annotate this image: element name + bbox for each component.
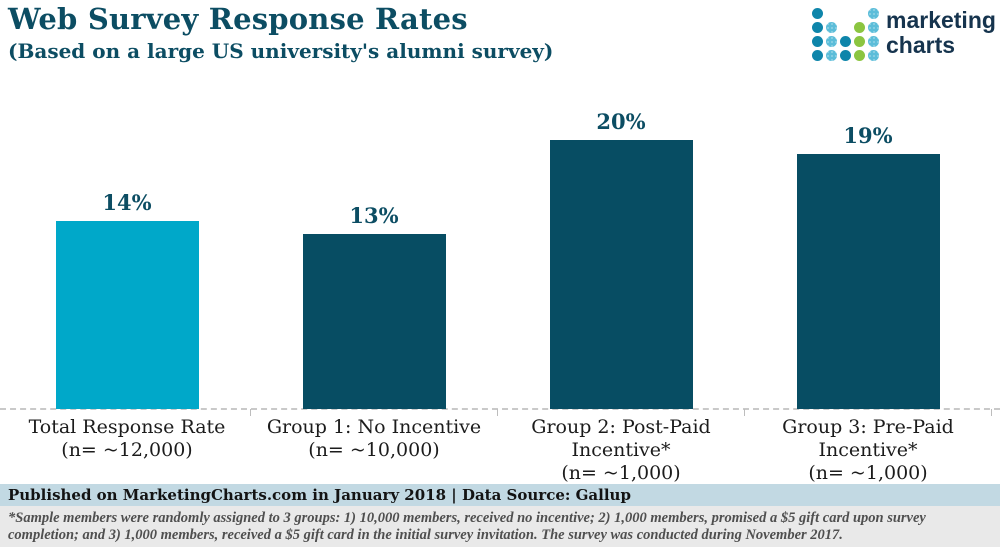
footnote-band: *Sample members were randomly assigned t… <box>0 506 1000 547</box>
footnote-text: *Sample members were randomly assigned t… <box>8 510 926 543</box>
category-label: Group 2: Post-Paid Incentive* (n= ~1,000) <box>496 416 746 485</box>
category-label-line1: Total Response Rate <box>28 416 226 438</box>
logo-word-charts: charts <box>886 32 956 58</box>
bar-value-label: 13% <box>349 203 399 228</box>
logo-dot <box>854 36 865 47</box>
category-label-line2: (n= ~12,000) <box>61 439 193 461</box>
logo-dot <box>868 22 879 33</box>
bar <box>55 221 199 409</box>
category-label-line1: Group 2: Post-Paid Incentive* <box>531 416 711 461</box>
logo-dot <box>812 8 823 19</box>
page-title: Web Survey Response Rates <box>8 2 468 36</box>
marketingcharts-logo: marketing charts <box>812 6 996 62</box>
logo-dot <box>826 50 837 61</box>
published-text: Published on MarketingCharts.com in Janu… <box>8 486 631 504</box>
bar-value-label: 20% <box>596 109 646 134</box>
logo-wordmark: marketing charts <box>886 8 996 58</box>
x-axis-baseline <box>0 408 1000 410</box>
logo-dot <box>812 50 823 61</box>
logo-dot <box>854 22 865 33</box>
category-label-line2: (n= ~1,000) <box>808 462 928 484</box>
bar <box>549 140 693 409</box>
logo-dot <box>868 50 879 61</box>
logo-dot <box>812 22 823 33</box>
logo-dot <box>868 8 879 19</box>
logo-dot <box>840 36 851 47</box>
bar-chart: 14% Total Response Rate (n= ~12,000) 13% Gro… <box>0 109 1000 484</box>
bar <box>302 234 446 409</box>
axis-tick <box>744 409 745 416</box>
category-label: Group 1: No Incentive (n= ~10,000) <box>249 416 499 462</box>
logo-dot <box>840 50 851 61</box>
logo-dots-icon <box>812 8 882 62</box>
bar-value-label: 19% <box>843 123 893 148</box>
axis-tick <box>250 409 251 416</box>
category-label: Group 3: Pre-Paid Incentive* (n= ~1,000) <box>743 416 993 485</box>
category-label-line1: Group 3: Pre-Paid Incentive* <box>782 416 954 461</box>
logo-dot <box>868 36 879 47</box>
category-label: Total Response Rate (n= ~12,000) <box>2 416 252 462</box>
category-label-line2: (n= ~1,000) <box>561 462 681 484</box>
category-label-line1: Group 1: No Incentive <box>266 416 482 438</box>
published-band: Published on MarketingCharts.com in Janu… <box>0 484 1000 506</box>
page-subtitle: (Based on a large US university's alumni… <box>8 39 554 63</box>
axis-tick <box>497 409 498 416</box>
bar <box>796 154 940 409</box>
logo-word-marketing: marketing <box>886 7 996 33</box>
logo-dot <box>854 50 865 61</box>
axis-tick <box>991 409 992 416</box>
bar-value-label: 14% <box>102 190 152 215</box>
logo-dot <box>826 22 837 33</box>
logo-dot <box>812 36 823 47</box>
category-label-line2: (n= ~10,000) <box>308 439 440 461</box>
logo-dot <box>826 36 837 47</box>
